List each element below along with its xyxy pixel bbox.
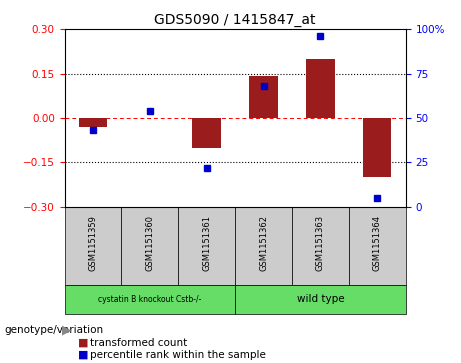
Text: GSM1151361: GSM1151361 — [202, 215, 211, 271]
Text: transformed count: transformed count — [90, 338, 187, 348]
Text: GSM1151363: GSM1151363 — [316, 215, 325, 271]
Text: GSM1151360: GSM1151360 — [145, 215, 154, 271]
Text: ■: ■ — [78, 350, 89, 360]
Text: ▶: ▶ — [62, 324, 72, 337]
Bar — [306, 59, 335, 118]
Text: GSM1151362: GSM1151362 — [259, 215, 268, 271]
Bar — [363, 118, 391, 177]
Bar — [65, 207, 121, 285]
Bar — [292, 207, 349, 285]
Text: cystatin B knockout Cstb-/-: cystatin B knockout Cstb-/- — [98, 295, 201, 304]
Bar — [65, 285, 235, 314]
Text: GSM1151359: GSM1151359 — [89, 215, 97, 270]
Text: ■: ■ — [78, 338, 89, 348]
Text: GSM1151364: GSM1151364 — [373, 215, 382, 271]
Bar — [79, 118, 107, 127]
Bar — [235, 207, 292, 285]
Bar — [178, 207, 235, 285]
Bar — [249, 77, 278, 118]
Text: genotype/variation: genotype/variation — [5, 325, 104, 335]
Title: GDS5090 / 1415847_at: GDS5090 / 1415847_at — [154, 13, 316, 26]
Bar — [235, 285, 406, 314]
Text: percentile rank within the sample: percentile rank within the sample — [90, 350, 266, 360]
Text: wild type: wild type — [296, 294, 344, 305]
Bar — [193, 118, 221, 148]
Bar — [121, 207, 178, 285]
Bar — [349, 207, 406, 285]
